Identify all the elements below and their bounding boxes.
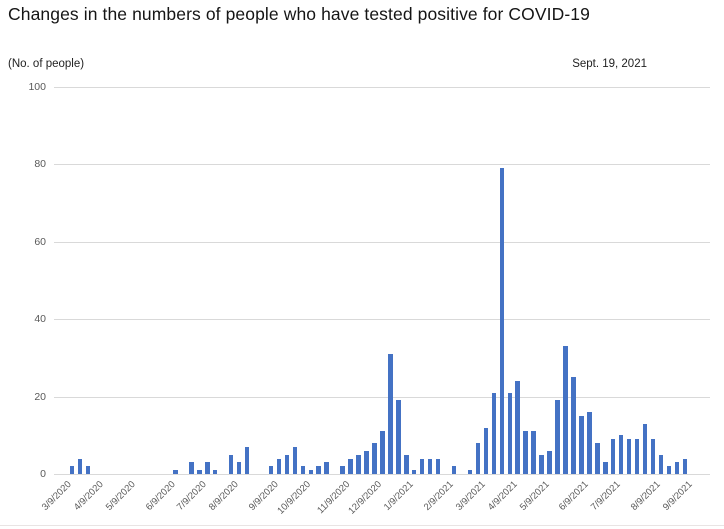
bar-week-39 xyxy=(372,443,377,474)
bar-week-42 xyxy=(396,400,401,474)
x-tick-label: 5/9/2021 xyxy=(517,479,552,513)
bar-week-23 xyxy=(244,446,250,474)
x-tick-label: 6/9/2020 xyxy=(143,479,178,513)
y-tick-label: 80 xyxy=(34,158,46,171)
bar-week-37 xyxy=(356,454,361,474)
bar-week-45 xyxy=(419,458,425,474)
as-of-date-label: Sept. 19, 2021 xyxy=(572,58,647,70)
bar-week-69 xyxy=(610,439,616,474)
bar-week-59 xyxy=(531,431,536,474)
bar-week-75 xyxy=(658,454,664,474)
bar-week-67 xyxy=(595,443,600,474)
bar-week-73 xyxy=(642,423,648,474)
y-tick-label: 20 xyxy=(34,390,46,403)
x-tick-label: 7/9/2020 xyxy=(175,479,210,513)
bar-week-78 xyxy=(682,458,688,474)
bar-week-72 xyxy=(634,439,640,474)
bar-week-62 xyxy=(555,400,560,474)
bar-week-54 xyxy=(491,392,497,474)
bottom-divider xyxy=(0,525,724,526)
x-tick-label: 9/9/2021 xyxy=(660,479,695,513)
bar-week-76 xyxy=(666,466,672,474)
x-tick-label: 7/9/2021 xyxy=(589,479,624,513)
bar-week-44 xyxy=(411,470,417,474)
bar-week-61 xyxy=(547,450,552,474)
x-tick-label: 8/9/2020 xyxy=(207,479,241,513)
bar-week-35 xyxy=(340,466,345,474)
bar-week-56 xyxy=(507,392,512,474)
bar-week-47 xyxy=(435,458,441,474)
x-tick-label: 11/9/2020 xyxy=(315,479,353,517)
y-gridline xyxy=(54,474,710,475)
bar-week-64 xyxy=(571,377,576,474)
bar-week-18 xyxy=(205,462,210,474)
bar-week-57 xyxy=(515,381,520,474)
bar-week-68 xyxy=(603,462,608,474)
x-tick-label: 6/9/2021 xyxy=(557,479,592,513)
bar-week-21 xyxy=(228,454,234,474)
bar-week-31 xyxy=(308,470,313,474)
x-tick-label: 1/9/2021 xyxy=(382,479,417,513)
x-tick-label: 8/9/2021 xyxy=(628,479,663,513)
x-tick-label: 10/9/2020 xyxy=(274,479,313,517)
y-tick-label: 100 xyxy=(28,81,46,93)
bar-week-28 xyxy=(284,454,290,474)
bar-week-22 xyxy=(236,462,242,474)
x-tick-label: 5/9/2020 xyxy=(103,479,138,513)
bar-week-41 xyxy=(388,354,393,474)
y-tick-label: 60 xyxy=(34,235,46,248)
y-gridline xyxy=(54,396,710,398)
bar-week-49 xyxy=(451,466,457,474)
bar-week-77 xyxy=(674,462,680,474)
bar-week-3 xyxy=(85,466,91,474)
y-gridline xyxy=(54,241,710,243)
bar-week-52 xyxy=(475,443,481,474)
bar-week-38 xyxy=(364,450,369,474)
bar-week-71 xyxy=(626,439,632,474)
bar-week-26 xyxy=(268,466,274,474)
bar-week-58 xyxy=(523,431,528,474)
bar-week-43 xyxy=(404,454,409,474)
bar-week-36 xyxy=(348,458,353,474)
bar-week-16 xyxy=(189,462,194,474)
y-tick-label: 0 xyxy=(40,468,46,480)
chart-title: Changes in the numbers of people who hav… xyxy=(8,4,590,24)
bar-week-63 xyxy=(563,346,568,474)
bar-week-40 xyxy=(380,431,385,474)
bar-week-33 xyxy=(324,462,329,474)
bar-week-70 xyxy=(618,435,624,474)
bar-week-2 xyxy=(77,458,83,474)
y-gridline xyxy=(54,87,710,88)
y-gridline xyxy=(54,319,710,321)
bar-week-46 xyxy=(427,458,433,474)
bar-week-65 xyxy=(579,415,584,474)
bar-week-74 xyxy=(650,439,656,474)
bar-week-1 xyxy=(69,466,75,474)
x-tick-label: 4/9/2021 xyxy=(485,479,520,513)
bar-week-51 xyxy=(467,470,473,474)
bar-week-66 xyxy=(587,412,592,474)
bar-week-55 xyxy=(499,168,505,474)
x-tick-label: 3/9/2020 xyxy=(39,479,74,513)
y-axis-unit-label: (No. of people) xyxy=(8,58,85,70)
bar-week-60 xyxy=(539,454,544,474)
bar-week-32 xyxy=(316,466,321,474)
bar-week-29 xyxy=(292,446,298,474)
bar-week-14 xyxy=(173,470,178,474)
x-tick-label: 4/9/2020 xyxy=(71,479,106,513)
y-gridline xyxy=(54,164,710,166)
bar-week-27 xyxy=(276,458,282,474)
x-tick-label: 12/9/2020 xyxy=(346,479,385,517)
x-tick-label: 2/9/2021 xyxy=(421,479,456,513)
x-tick-label: 3/9/2021 xyxy=(453,479,488,513)
bar-week-17 xyxy=(197,470,202,474)
bar-week-30 xyxy=(300,466,306,474)
bar-week-53 xyxy=(483,427,489,474)
y-tick-label: 40 xyxy=(34,313,46,326)
bar-week-19 xyxy=(212,470,218,474)
